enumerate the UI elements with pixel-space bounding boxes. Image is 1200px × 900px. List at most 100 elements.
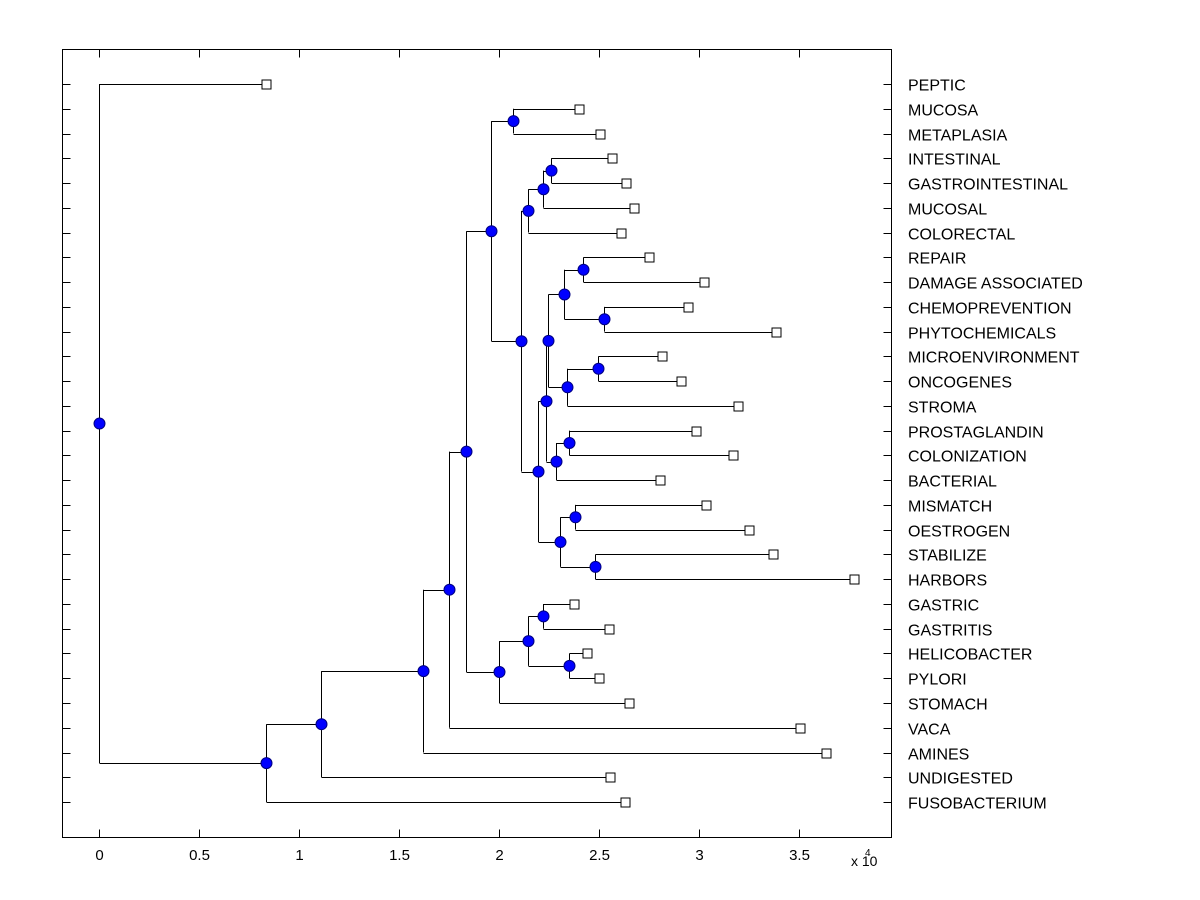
x-tick-label: 0	[95, 847, 103, 864]
leaf-label: AMINES	[908, 747, 969, 764]
leaf-marker	[261, 79, 272, 90]
x-tick-label: 1	[295, 847, 303, 864]
cluster-node	[493, 666, 506, 679]
leaf-label: REPAIR	[908, 251, 966, 268]
x-multiplier-label: x 10	[851, 853, 878, 869]
leaf-label: DAMAGE ASSOCIATED	[908, 276, 1083, 293]
leaf-marker	[595, 129, 606, 140]
leaf-marker	[676, 376, 687, 387]
leaf-label: PYLORI	[908, 672, 967, 689]
leaf-label: HARBORS	[908, 573, 987, 590]
leaf-label: BACTERIAL	[908, 474, 997, 491]
x-tick-label: 1.5	[389, 847, 410, 864]
cluster-node	[507, 115, 520, 128]
internal-nodes	[93, 115, 611, 770]
cluster-node	[554, 536, 567, 549]
leaf-marker	[691, 426, 702, 437]
leaf-label: CHEMOPREVENTION	[908, 301, 1072, 318]
cluster-node	[545, 164, 558, 177]
leaf-label: UNDIGESTED	[908, 771, 1013, 788]
leaf-label: GASTRITIS	[908, 623, 992, 640]
cluster-node	[563, 437, 576, 450]
x-tick-label: 2	[495, 847, 503, 864]
leaf-marker	[605, 772, 616, 783]
leaf-marker	[594, 673, 605, 684]
cluster-node	[417, 665, 430, 678]
cluster-node	[315, 718, 328, 731]
leaf-marker	[624, 698, 635, 709]
leaf-marker	[771, 327, 782, 338]
x-tick-label: 0.5	[189, 847, 210, 864]
cluster-node	[443, 583, 456, 596]
leaf-markers	[261, 79, 860, 808]
leaf-marker	[657, 351, 668, 362]
cluster-node	[558, 288, 571, 301]
leaf-marker	[795, 723, 806, 734]
leaf-marker	[629, 203, 640, 214]
cluster-node	[485, 225, 498, 238]
leaf-labels: PEPTIC MUCOSA METAPLASIA INTESTINAL GASTROIN…	[908, 78, 1083, 813]
leaf-label: STABILIZE	[908, 548, 987, 565]
leaf-marker	[683, 302, 694, 313]
leaf-marker	[849, 574, 860, 585]
cluster-node	[592, 362, 605, 375]
x-tick-label: 3	[695, 847, 703, 864]
leaf-marker	[821, 748, 832, 759]
cluster-node	[537, 183, 550, 196]
leaf-label: COLORECTAL	[908, 227, 1015, 244]
leaf-marker	[744, 525, 755, 536]
leaf-marker	[699, 277, 710, 288]
leaf-marker	[728, 450, 739, 461]
y-axis-ticks	[62, 84, 892, 803]
x-axis-ticks: 0 0.5 1 1.5 2 2.5 3 3.5	[95, 49, 810, 864]
cluster-node	[569, 511, 582, 524]
leaf-label: PROSTAGLANDIN	[908, 425, 1044, 442]
cluster-node	[522, 635, 535, 648]
leaf-label: STOMACH	[908, 697, 988, 714]
leaf-label: PEPTIC	[908, 78, 966, 95]
cluster-node	[542, 334, 555, 347]
cluster-node	[577, 263, 590, 276]
leaf-marker	[604, 624, 615, 635]
leaf-marker	[620, 797, 631, 808]
x-tick-label: 3.5	[789, 847, 810, 864]
leaf-marker	[655, 475, 666, 486]
cluster-node	[460, 445, 473, 458]
leaf-label: PHYTOCHEMICALS	[908, 326, 1056, 343]
leaf-marker	[701, 500, 712, 511]
plot-frame	[62, 49, 892, 838]
cluster-node	[532, 465, 545, 478]
cluster-node	[537, 610, 550, 623]
cluster-node	[93, 417, 106, 430]
leaf-label: ONCOGENES	[908, 375, 1012, 392]
leaf-marker	[733, 401, 744, 412]
leaf-marker	[574, 104, 585, 115]
leaf-marker	[768, 549, 779, 560]
leaf-label: COLONIZATION	[908, 449, 1027, 466]
leaf-label: MUCOSA	[908, 103, 979, 120]
leaf-marker	[582, 648, 593, 659]
leaf-label: METAPLASIA	[908, 128, 1008, 145]
leaf-label: GASTROINTESTINAL	[908, 177, 1068, 194]
x-tick-label: 2.5	[589, 847, 610, 864]
leaf-marker	[607, 153, 618, 164]
leaf-label: GASTRIC	[908, 598, 979, 615]
leaf-marker	[616, 228, 627, 239]
cluster-node	[515, 335, 528, 348]
cluster-node	[561, 381, 574, 394]
leaf-marker	[621, 178, 632, 189]
cluster-node	[589, 560, 602, 573]
cluster-node	[563, 659, 576, 672]
cluster-node	[598, 313, 611, 326]
leaf-label: HELICOBACTER	[908, 647, 1032, 664]
leaf-marker	[644, 252, 655, 263]
cluster-node	[522, 204, 535, 217]
cluster-node	[260, 757, 273, 770]
leaf-label: MICROENVIRONMENT	[908, 350, 1080, 367]
leaf-marker	[569, 599, 580, 610]
leaf-label: FUSOBACTERIUM	[908, 796, 1047, 813]
leaf-label: INTESTINAL	[908, 152, 1001, 169]
x-multiplier-exponent: 4	[865, 848, 871, 859]
leaf-label: VACA	[908, 722, 951, 739]
